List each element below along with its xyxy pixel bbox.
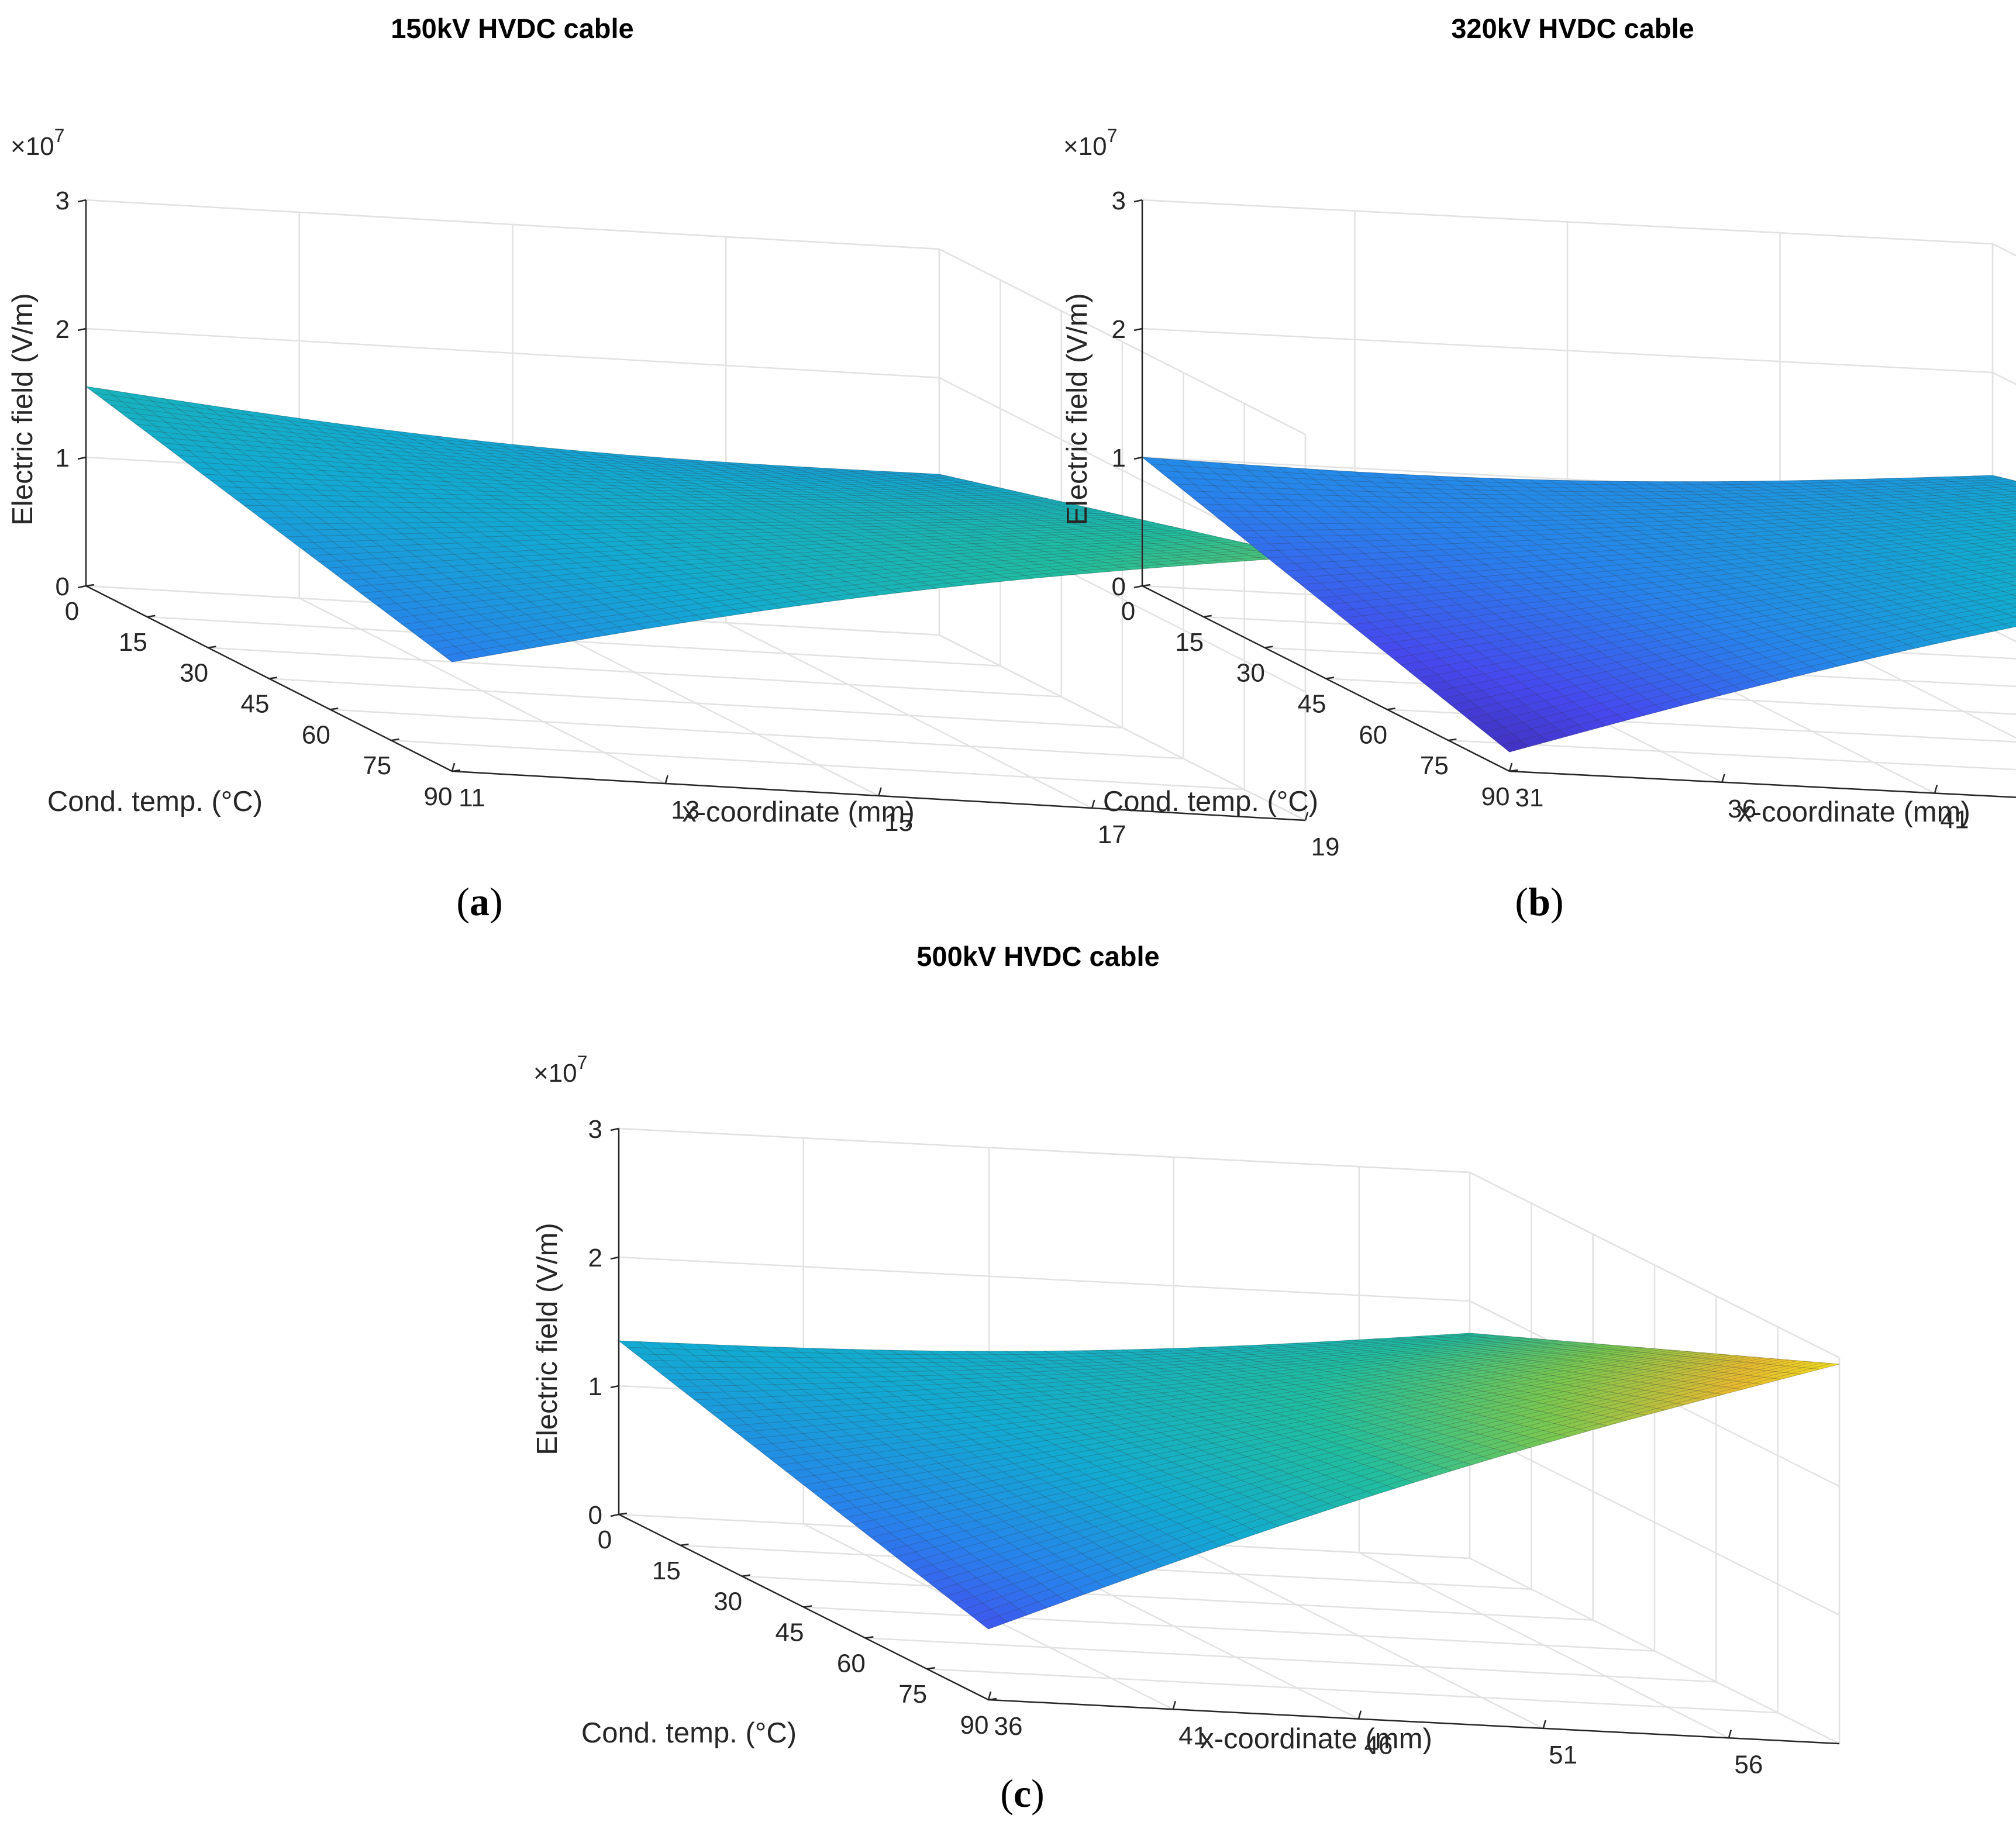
y-floor-gridline	[268, 678, 1123, 729]
box-top-edge	[618, 1127, 1840, 1359]
z-tick-mark	[1133, 327, 1143, 332]
y-tick-label: 60	[1359, 720, 1387, 749]
y-tick-label: 45	[241, 690, 270, 719]
chart-title: 320kV HVDC cable	[1451, 13, 1694, 44]
y-floor-gridline	[926, 1668, 1778, 1714]
z-axis-label: Electric field (V/m)	[7, 293, 39, 526]
z-tick-mark	[77, 199, 87, 203]
z-exponent-base: ×10	[11, 132, 54, 161]
x-tick-mark	[664, 775, 668, 784]
y-floor-gridline	[803, 1606, 1655, 1652]
z-gridline	[1142, 199, 2016, 257]
x-axis-label: x-coordinate (mm)	[682, 796, 915, 828]
x-tick-mark	[1721, 774, 1725, 783]
z-exponent-label: ×107	[11, 125, 64, 161]
x-tick-label: 11	[459, 784, 485, 812]
x-tick-label: 17	[1098, 820, 1126, 849]
x-tick-mark	[1934, 785, 1938, 793]
z-exponent-power: 7	[54, 125, 65, 146]
x-tick-label: 31	[1515, 784, 1544, 812]
z-tick-label: 1	[1112, 444, 1126, 472]
y-tick-label: 60	[302, 720, 330, 749]
z-exponent-label: ×107	[1063, 125, 1117, 161]
z-tick-mark	[1133, 456, 1143, 460]
y-floor-gridline	[208, 647, 1062, 698]
panel-320kv: 0123015304560759031364146320kV HVDC cabl…	[1062, 13, 2016, 834]
z-tick-label: 1	[56, 444, 70, 472]
x-axis-label: x-coordinate (mm)	[1738, 796, 1970, 828]
y-axis-label: Cond. temp. (°C)	[47, 786, 263, 817]
x-tick-mark	[1091, 799, 1095, 809]
z-tick-label: 2	[1112, 315, 1126, 344]
y-tick-label: 15	[1175, 628, 1204, 657]
y-floor-gridline	[147, 616, 1001, 667]
x-tick-label: 19	[1311, 833, 1340, 861]
y-tick-label: 30	[1236, 659, 1265, 688]
chart-title: 150kV HVDC cable	[391, 13, 633, 44]
x-tick-mark	[878, 787, 882, 796]
z-tick-label: 3	[56, 187, 70, 215]
z-tick-label: 2	[56, 315, 70, 344]
z-exponent-power: 7	[1107, 125, 1118, 146]
y-tick-label: 90	[424, 782, 453, 811]
z-axis-label: Electric field (V/m)	[1062, 293, 1093, 526]
x-tick-mark	[1508, 762, 1513, 772]
z-tick-mark	[77, 456, 87, 460]
y-tick-label: 0	[1121, 597, 1135, 626]
y-tick-label: 75	[1420, 751, 1449, 780]
y-tick-label: 15	[119, 628, 147, 657]
y-tick-label: 90	[1481, 782, 1510, 811]
z-tick-mark	[77, 327, 87, 332]
z-gridline	[618, 1127, 1840, 1359]
y-axis-label: Cond. temp. (°C)	[1103, 786, 1318, 817]
z-tick-mark	[1133, 585, 1143, 589]
x-tick-mark	[451, 762, 456, 772]
y-tick-label: 0	[65, 597, 79, 626]
y-floor-gridline	[1448, 739, 2016, 771]
surface	[85, 386, 1306, 662]
z-tick-mark	[1133, 199, 1143, 203]
y-floor-gridline	[391, 739, 1245, 791]
y-tick-label: 75	[363, 751, 391, 780]
box-top-edge	[1142, 199, 2016, 257]
y-floor-gridline	[330, 709, 1184, 760]
z-tick-mark	[77, 585, 87, 589]
y-floor-gridline	[742, 1575, 1593, 1621]
y-tick-label: 30	[180, 659, 208, 688]
z-exponent-base: ×10	[1063, 132, 1107, 161]
y-tick-label: 45	[1298, 690, 1326, 719]
z-tick-label: 3	[1112, 187, 1126, 215]
y-floor-gridline	[865, 1637, 1717, 1683]
